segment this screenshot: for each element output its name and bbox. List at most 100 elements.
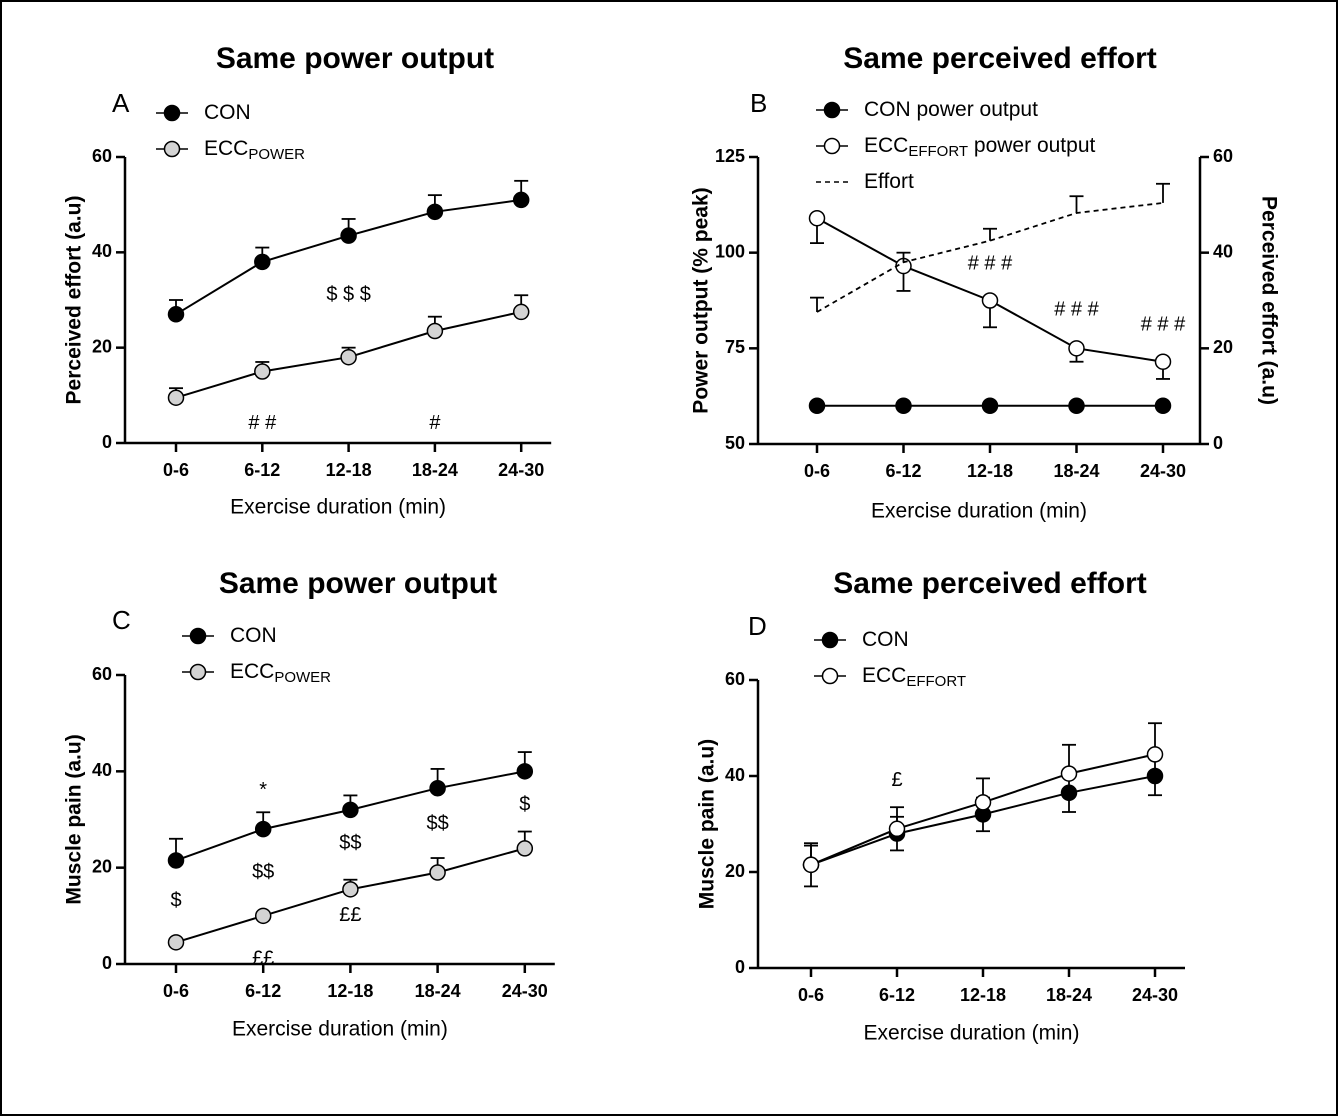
marker bbox=[802, 856, 820, 874]
legend-subscript: POWER bbox=[274, 669, 331, 686]
y-tick-label: 40 bbox=[92, 760, 112, 780]
x-tick-label: 12-18 bbox=[960, 985, 1006, 1005]
y-tick-label: 20 bbox=[725, 861, 745, 881]
x-tick-label: 0-6 bbox=[798, 985, 824, 1005]
y-tick-label: 60 bbox=[725, 669, 745, 689]
annotation: # # bbox=[248, 412, 277, 434]
legend-subscript: POWER bbox=[248, 146, 305, 163]
marker bbox=[1060, 784, 1078, 802]
marker bbox=[254, 820, 272, 838]
y-tick-label: 20 bbox=[92, 856, 112, 876]
annotation: $ $ $ bbox=[326, 284, 370, 306]
legend-label: CON bbox=[204, 101, 251, 124]
marker bbox=[254, 907, 272, 925]
legend-name: CON power output bbox=[864, 98, 1038, 121]
annotation: # bbox=[429, 412, 441, 434]
marker bbox=[1154, 353, 1172, 370]
legend-name: Effort bbox=[864, 170, 914, 193]
marker bbox=[888, 820, 906, 838]
marker bbox=[1154, 397, 1172, 414]
marker bbox=[974, 794, 992, 811]
legend-name: ECC bbox=[862, 664, 906, 687]
marker bbox=[981, 292, 999, 309]
marker bbox=[1060, 765, 1078, 782]
marker bbox=[167, 389, 185, 406]
marker bbox=[1146, 746, 1164, 763]
marker bbox=[1146, 767, 1164, 785]
x-tick-label: 6-12 bbox=[885, 461, 921, 481]
legend-name: CON bbox=[230, 624, 277, 647]
marker bbox=[895, 397, 912, 414]
legend-name: ECC bbox=[230, 660, 274, 683]
panel-title: Same perceived effort bbox=[843, 42, 1156, 75]
series-line bbox=[816, 202, 1164, 313]
annotation: ££ bbox=[252, 947, 274, 969]
legend-marker bbox=[189, 663, 207, 681]
x-axis-label: Exercise duration (min) bbox=[230, 496, 446, 519]
annotation: $ bbox=[170, 890, 181, 912]
x-axis-label: Exercise duration (min) bbox=[864, 1022, 1080, 1045]
marker bbox=[254, 253, 271, 271]
legend-label: Effort bbox=[864, 170, 914, 193]
annotation: £ bbox=[891, 769, 902, 791]
marker bbox=[981, 397, 999, 414]
marker bbox=[254, 363, 271, 380]
legend-marker bbox=[821, 667, 839, 685]
annotation: $ bbox=[519, 793, 530, 815]
marker bbox=[808, 209, 826, 227]
legend-marker bbox=[163, 140, 181, 158]
legend-label: ECCPOWER bbox=[230, 660, 331, 686]
annotation: $$ bbox=[339, 832, 361, 854]
marker bbox=[167, 852, 185, 869]
legend-subscript: EFFORT bbox=[908, 143, 968, 160]
panel-title: Same power output bbox=[219, 567, 497, 600]
y-tick-label: 0 bbox=[102, 953, 112, 973]
annotation: * bbox=[259, 779, 267, 801]
legend-label: CON bbox=[862, 628, 909, 651]
x-tick-label: 24-30 bbox=[1132, 985, 1178, 1005]
panel-letter: A bbox=[112, 88, 130, 118]
annotation: # # # bbox=[1054, 298, 1099, 320]
legend-label: ECCEFFORT power output bbox=[864, 134, 1095, 160]
marker bbox=[512, 303, 530, 321]
legend-marker bbox=[163, 104, 181, 122]
x-tick-label: 24-30 bbox=[498, 460, 544, 480]
y2-tick-label: 0 bbox=[1213, 433, 1223, 453]
x-tick-label: 12-18 bbox=[326, 460, 372, 480]
annotation: # # # bbox=[1141, 314, 1186, 336]
x-tick-label: 12-18 bbox=[327, 981, 373, 1001]
annotation: # # # bbox=[968, 252, 1013, 274]
x-tick-label: 18-24 bbox=[1046, 985, 1092, 1005]
y-tick-label: 20 bbox=[92, 336, 112, 356]
marker bbox=[516, 763, 534, 780]
y-tick-label: 0 bbox=[102, 432, 112, 452]
marker bbox=[426, 322, 444, 340]
marker bbox=[340, 348, 357, 366]
legend-suffix: power output bbox=[968, 134, 1095, 157]
y2-tick-label: 60 bbox=[1213, 146, 1233, 166]
y2-tick-label: 20 bbox=[1213, 337, 1233, 357]
legend-subscript: EFFORT bbox=[906, 673, 966, 690]
marker bbox=[808, 397, 826, 414]
legend-label: CON bbox=[230, 624, 277, 647]
legend-label: ECCEFFORT bbox=[862, 664, 966, 690]
y-axis-label: Muscle pain (a.u) bbox=[696, 739, 719, 909]
x-tick-label: 18-24 bbox=[415, 981, 461, 1001]
marker bbox=[342, 801, 359, 819]
x-axis-label: Exercise duration (min) bbox=[871, 500, 1087, 523]
y-tick-label: 100 bbox=[715, 241, 745, 261]
y-tick-label: 40 bbox=[92, 241, 112, 261]
marker bbox=[1068, 340, 1085, 357]
marker bbox=[429, 864, 446, 881]
x-tick-label: 18-24 bbox=[412, 460, 458, 480]
legend-label: CON power output bbox=[864, 98, 1038, 121]
legend-marker bbox=[823, 137, 841, 155]
y-tick-label: 125 bbox=[715, 146, 745, 166]
legend-name: ECC bbox=[864, 134, 908, 157]
marker bbox=[429, 779, 446, 797]
marker bbox=[426, 203, 444, 221]
marker bbox=[1068, 397, 1085, 414]
legend-marker bbox=[823, 101, 841, 119]
annotation: $$ bbox=[426, 813, 448, 835]
